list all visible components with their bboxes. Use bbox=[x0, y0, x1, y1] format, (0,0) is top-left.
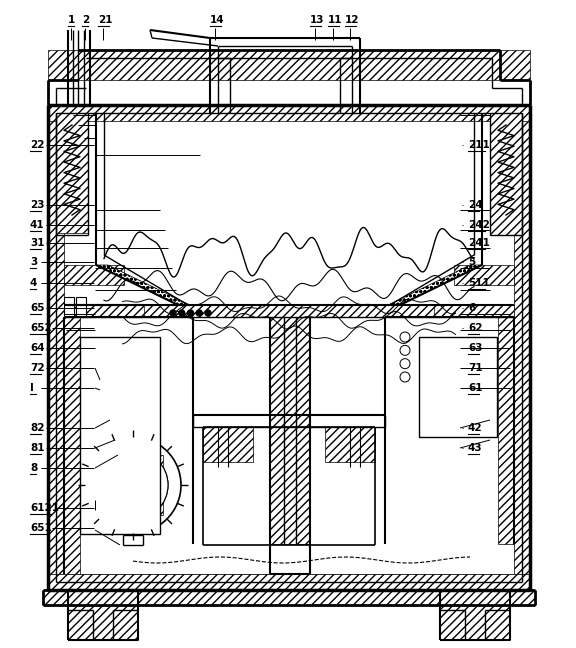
Bar bbox=[48, 574, 530, 590]
Bar bbox=[43, 590, 535, 605]
Text: 13: 13 bbox=[310, 15, 324, 25]
Text: 6: 6 bbox=[468, 303, 475, 313]
Circle shape bbox=[205, 310, 211, 316]
Text: 5: 5 bbox=[468, 257, 475, 267]
Text: 82: 82 bbox=[30, 423, 44, 433]
Text: 63: 63 bbox=[468, 343, 483, 353]
Text: 651: 651 bbox=[30, 523, 52, 533]
Text: 652: 652 bbox=[30, 323, 52, 333]
Polygon shape bbox=[388, 265, 482, 305]
Text: 4: 4 bbox=[30, 278, 37, 288]
Bar bbox=[64, 305, 514, 317]
Text: 23: 23 bbox=[30, 200, 44, 210]
Text: 71: 71 bbox=[468, 363, 483, 373]
Text: 2: 2 bbox=[82, 15, 89, 25]
Text: 242: 242 bbox=[468, 220, 490, 230]
Bar bbox=[48, 105, 530, 121]
Bar bbox=[56, 113, 88, 233]
Bar bbox=[498, 317, 514, 544]
Text: 14: 14 bbox=[210, 15, 225, 25]
Bar bbox=[68, 605, 138, 640]
Text: 42: 42 bbox=[468, 423, 483, 433]
Text: 43: 43 bbox=[468, 443, 483, 453]
Text: 72: 72 bbox=[30, 363, 44, 373]
Text: 22: 22 bbox=[30, 140, 44, 150]
Bar bbox=[48, 105, 64, 590]
Text: 12: 12 bbox=[345, 15, 359, 25]
Bar bbox=[325, 427, 375, 462]
Circle shape bbox=[170, 310, 176, 316]
Bar bbox=[270, 317, 310, 544]
Circle shape bbox=[98, 450, 168, 520]
Text: 241: 241 bbox=[468, 238, 490, 248]
Text: 65: 65 bbox=[30, 303, 44, 313]
Bar bbox=[440, 605, 510, 640]
Text: 24: 24 bbox=[468, 200, 483, 210]
Bar bbox=[490, 113, 522, 235]
Bar bbox=[48, 574, 530, 590]
Bar bbox=[454, 265, 514, 285]
Bar bbox=[203, 427, 253, 462]
Text: 8: 8 bbox=[30, 463, 37, 473]
Bar bbox=[64, 265, 124, 285]
Text: 61: 61 bbox=[468, 383, 483, 393]
Text: 31: 31 bbox=[30, 238, 44, 248]
Text: I: I bbox=[30, 383, 34, 393]
Text: 21: 21 bbox=[98, 15, 112, 25]
Text: 211: 211 bbox=[468, 140, 490, 150]
Text: 3: 3 bbox=[30, 257, 37, 267]
Bar bbox=[64, 297, 74, 317]
Text: 64: 64 bbox=[30, 343, 44, 353]
Bar bbox=[48, 50, 530, 80]
Bar bbox=[103, 455, 163, 515]
Bar bbox=[434, 305, 514, 317]
Bar bbox=[419, 337, 497, 437]
Polygon shape bbox=[96, 265, 190, 305]
Bar bbox=[64, 317, 80, 574]
Text: 6121: 6121 bbox=[30, 503, 59, 513]
Text: 511: 511 bbox=[468, 278, 490, 288]
Bar bbox=[76, 297, 86, 317]
Circle shape bbox=[188, 310, 194, 316]
Circle shape bbox=[179, 310, 185, 316]
Text: 1: 1 bbox=[68, 15, 75, 25]
Bar bbox=[64, 305, 144, 317]
Text: 62: 62 bbox=[468, 323, 483, 333]
Bar bbox=[80, 337, 160, 534]
Bar bbox=[514, 105, 530, 590]
Circle shape bbox=[196, 310, 202, 316]
Text: 41: 41 bbox=[30, 220, 44, 230]
Text: 81: 81 bbox=[30, 443, 44, 453]
Text: 11: 11 bbox=[328, 15, 343, 25]
